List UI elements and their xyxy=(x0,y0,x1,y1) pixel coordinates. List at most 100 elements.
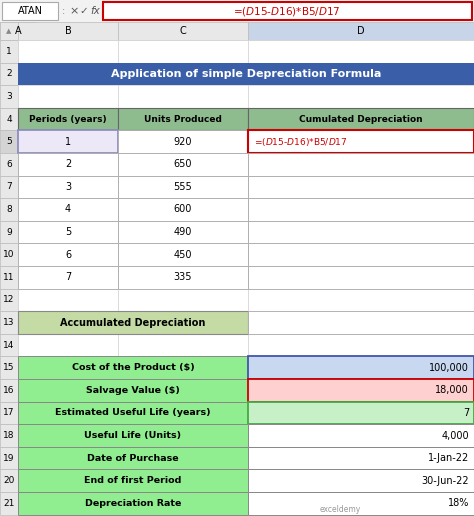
Bar xyxy=(18,198,118,221)
Bar xyxy=(18,357,118,379)
Bar xyxy=(118,62,248,85)
Bar xyxy=(248,221,474,244)
Bar xyxy=(248,424,474,447)
Bar xyxy=(0,22,18,40)
Bar xyxy=(248,470,474,492)
Text: 7: 7 xyxy=(463,408,469,418)
Bar xyxy=(248,198,474,221)
Bar xyxy=(18,40,118,62)
Bar xyxy=(18,266,118,288)
Bar xyxy=(118,153,248,175)
Bar xyxy=(118,175,248,198)
Text: 6: 6 xyxy=(6,160,12,169)
Text: 13: 13 xyxy=(3,318,15,327)
Text: =($D$15-$D$16)*B5/$D$17: =($D$15-$D$16)*B5/$D$17 xyxy=(254,136,347,148)
Text: ▲: ▲ xyxy=(6,28,12,34)
Bar xyxy=(248,131,474,153)
Text: Periods (years): Periods (years) xyxy=(29,115,107,124)
Text: ATAN: ATAN xyxy=(18,6,43,16)
Bar xyxy=(248,311,474,334)
Bar xyxy=(248,492,474,514)
Text: 600: 600 xyxy=(174,204,192,215)
Bar xyxy=(18,153,118,175)
Bar xyxy=(18,244,118,266)
Bar xyxy=(18,131,118,153)
Bar xyxy=(248,492,474,514)
Bar xyxy=(118,447,248,470)
Bar xyxy=(0,379,18,401)
Text: 14: 14 xyxy=(3,341,15,350)
Bar xyxy=(103,2,472,20)
Text: fx: fx xyxy=(90,6,100,16)
Text: 7: 7 xyxy=(65,272,71,282)
Text: Cost of the Product ($): Cost of the Product ($) xyxy=(72,363,194,372)
Bar xyxy=(248,22,474,40)
Text: 9: 9 xyxy=(6,228,12,237)
Bar xyxy=(118,288,248,311)
Bar xyxy=(118,85,248,108)
Bar xyxy=(118,334,248,357)
Bar xyxy=(248,153,474,175)
Text: Depreciation Rate: Depreciation Rate xyxy=(85,499,181,508)
Bar xyxy=(18,492,248,514)
Bar xyxy=(248,198,474,221)
Text: 16: 16 xyxy=(3,386,15,395)
Text: 18%: 18% xyxy=(447,498,469,508)
Text: D: D xyxy=(357,26,365,36)
Bar xyxy=(118,266,248,288)
Bar xyxy=(18,401,248,424)
Text: 10: 10 xyxy=(3,250,15,259)
Bar xyxy=(248,401,474,424)
Bar xyxy=(0,424,18,447)
Bar xyxy=(248,221,474,244)
Bar xyxy=(118,221,248,244)
Bar xyxy=(0,334,18,357)
Bar xyxy=(18,221,118,244)
Text: A: A xyxy=(15,26,21,36)
Bar xyxy=(18,85,118,108)
Text: 6: 6 xyxy=(65,250,71,260)
Bar xyxy=(118,108,248,131)
Text: 335: 335 xyxy=(174,272,192,282)
Text: ✓: ✓ xyxy=(80,6,88,16)
Bar xyxy=(2,2,58,20)
Bar xyxy=(248,266,474,288)
Bar xyxy=(118,131,248,153)
Bar xyxy=(248,85,474,108)
Text: 490: 490 xyxy=(174,227,192,237)
Bar xyxy=(18,131,118,153)
Text: 3: 3 xyxy=(65,182,71,192)
Bar xyxy=(18,492,118,514)
Bar xyxy=(118,424,248,447)
Text: B: B xyxy=(64,26,72,36)
Bar xyxy=(18,198,118,221)
Bar xyxy=(118,221,248,244)
Bar xyxy=(18,244,118,266)
Bar xyxy=(118,401,248,424)
Text: 30-Jun-22: 30-Jun-22 xyxy=(421,476,469,486)
Bar xyxy=(248,40,474,62)
Bar xyxy=(18,153,118,175)
Text: 1-Jan-22: 1-Jan-22 xyxy=(428,453,469,463)
Bar xyxy=(18,62,474,85)
Bar xyxy=(0,153,18,175)
Bar xyxy=(18,447,248,470)
Bar xyxy=(248,424,474,447)
Text: exceldemy: exceldemy xyxy=(319,506,361,514)
Bar xyxy=(118,244,248,266)
Bar xyxy=(0,244,18,266)
Bar xyxy=(0,447,18,470)
Bar xyxy=(248,288,474,311)
Text: 4: 4 xyxy=(65,204,71,215)
Bar xyxy=(0,62,18,85)
Bar xyxy=(0,221,18,244)
Bar xyxy=(248,175,474,198)
Bar xyxy=(248,379,474,401)
Bar xyxy=(118,492,248,514)
Text: Estimated Useful Life (years): Estimated Useful Life (years) xyxy=(55,408,211,417)
Bar xyxy=(248,62,474,85)
Bar xyxy=(248,379,474,401)
Bar xyxy=(0,131,18,153)
Bar xyxy=(0,288,18,311)
Text: 1: 1 xyxy=(6,47,12,56)
